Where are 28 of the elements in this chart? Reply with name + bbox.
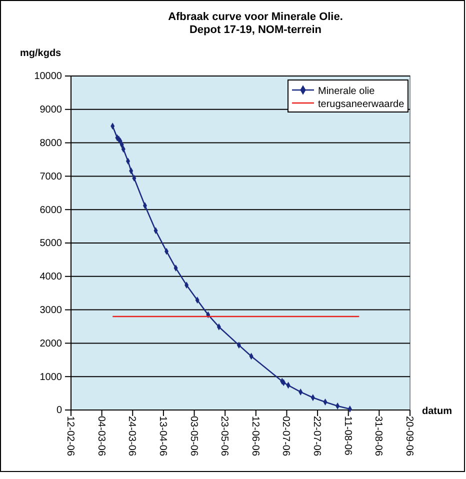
x-tick-label: 03-05-06 [188, 416, 199, 456]
x-tick-label: 02-07-06 [280, 416, 292, 456]
y-tick-label: 10000 [34, 71, 62, 82]
x-tick-label: 31-08-06 [372, 416, 384, 456]
y-tick-label: 8000 [40, 138, 62, 149]
x-tick-label: 12-02-06 [64, 416, 76, 456]
y-axis-title: mg/kgds [20, 48, 62, 59]
y-tick-label: 6000 [40, 204, 62, 216]
y-tick-label: 7000 [40, 171, 62, 182]
y-tick-label: 4000 [40, 272, 62, 283]
x-tick-label: 24-03-06 [126, 416, 138, 456]
x-tick-label: 23-05-06 [218, 416, 230, 456]
legend-label: terugsaneerwaarde [318, 99, 405, 110]
y-tick-label: 5000 [40, 238, 62, 250]
x-tick-label: 12-06-06 [249, 416, 260, 456]
x-tick-label: 22-07-06 [311, 416, 322, 456]
x-tick-label: 13-04-06 [156, 416, 168, 456]
y-tick-label: 1000 [40, 372, 62, 383]
x-axis-title: datum [422, 406, 452, 417]
x-tick-label: 20-09-06 [404, 416, 414, 456]
x-tick-label: 11-08-06 [342, 416, 353, 456]
y-tick-label: 3000 [40, 305, 62, 316]
y-tick-label: 2000 [40, 338, 62, 350]
x-tick-label: 04-03-06 [95, 416, 106, 456]
y-tick-label: 9000 [40, 104, 62, 116]
legend-label: Minerale olie [318, 86, 376, 97]
chart-title: Afbraak curve voor Minerale Olie. Depot 17-19, NOM-terrein [168, 11, 343, 36]
y-tick-label: 0 [56, 405, 62, 416]
